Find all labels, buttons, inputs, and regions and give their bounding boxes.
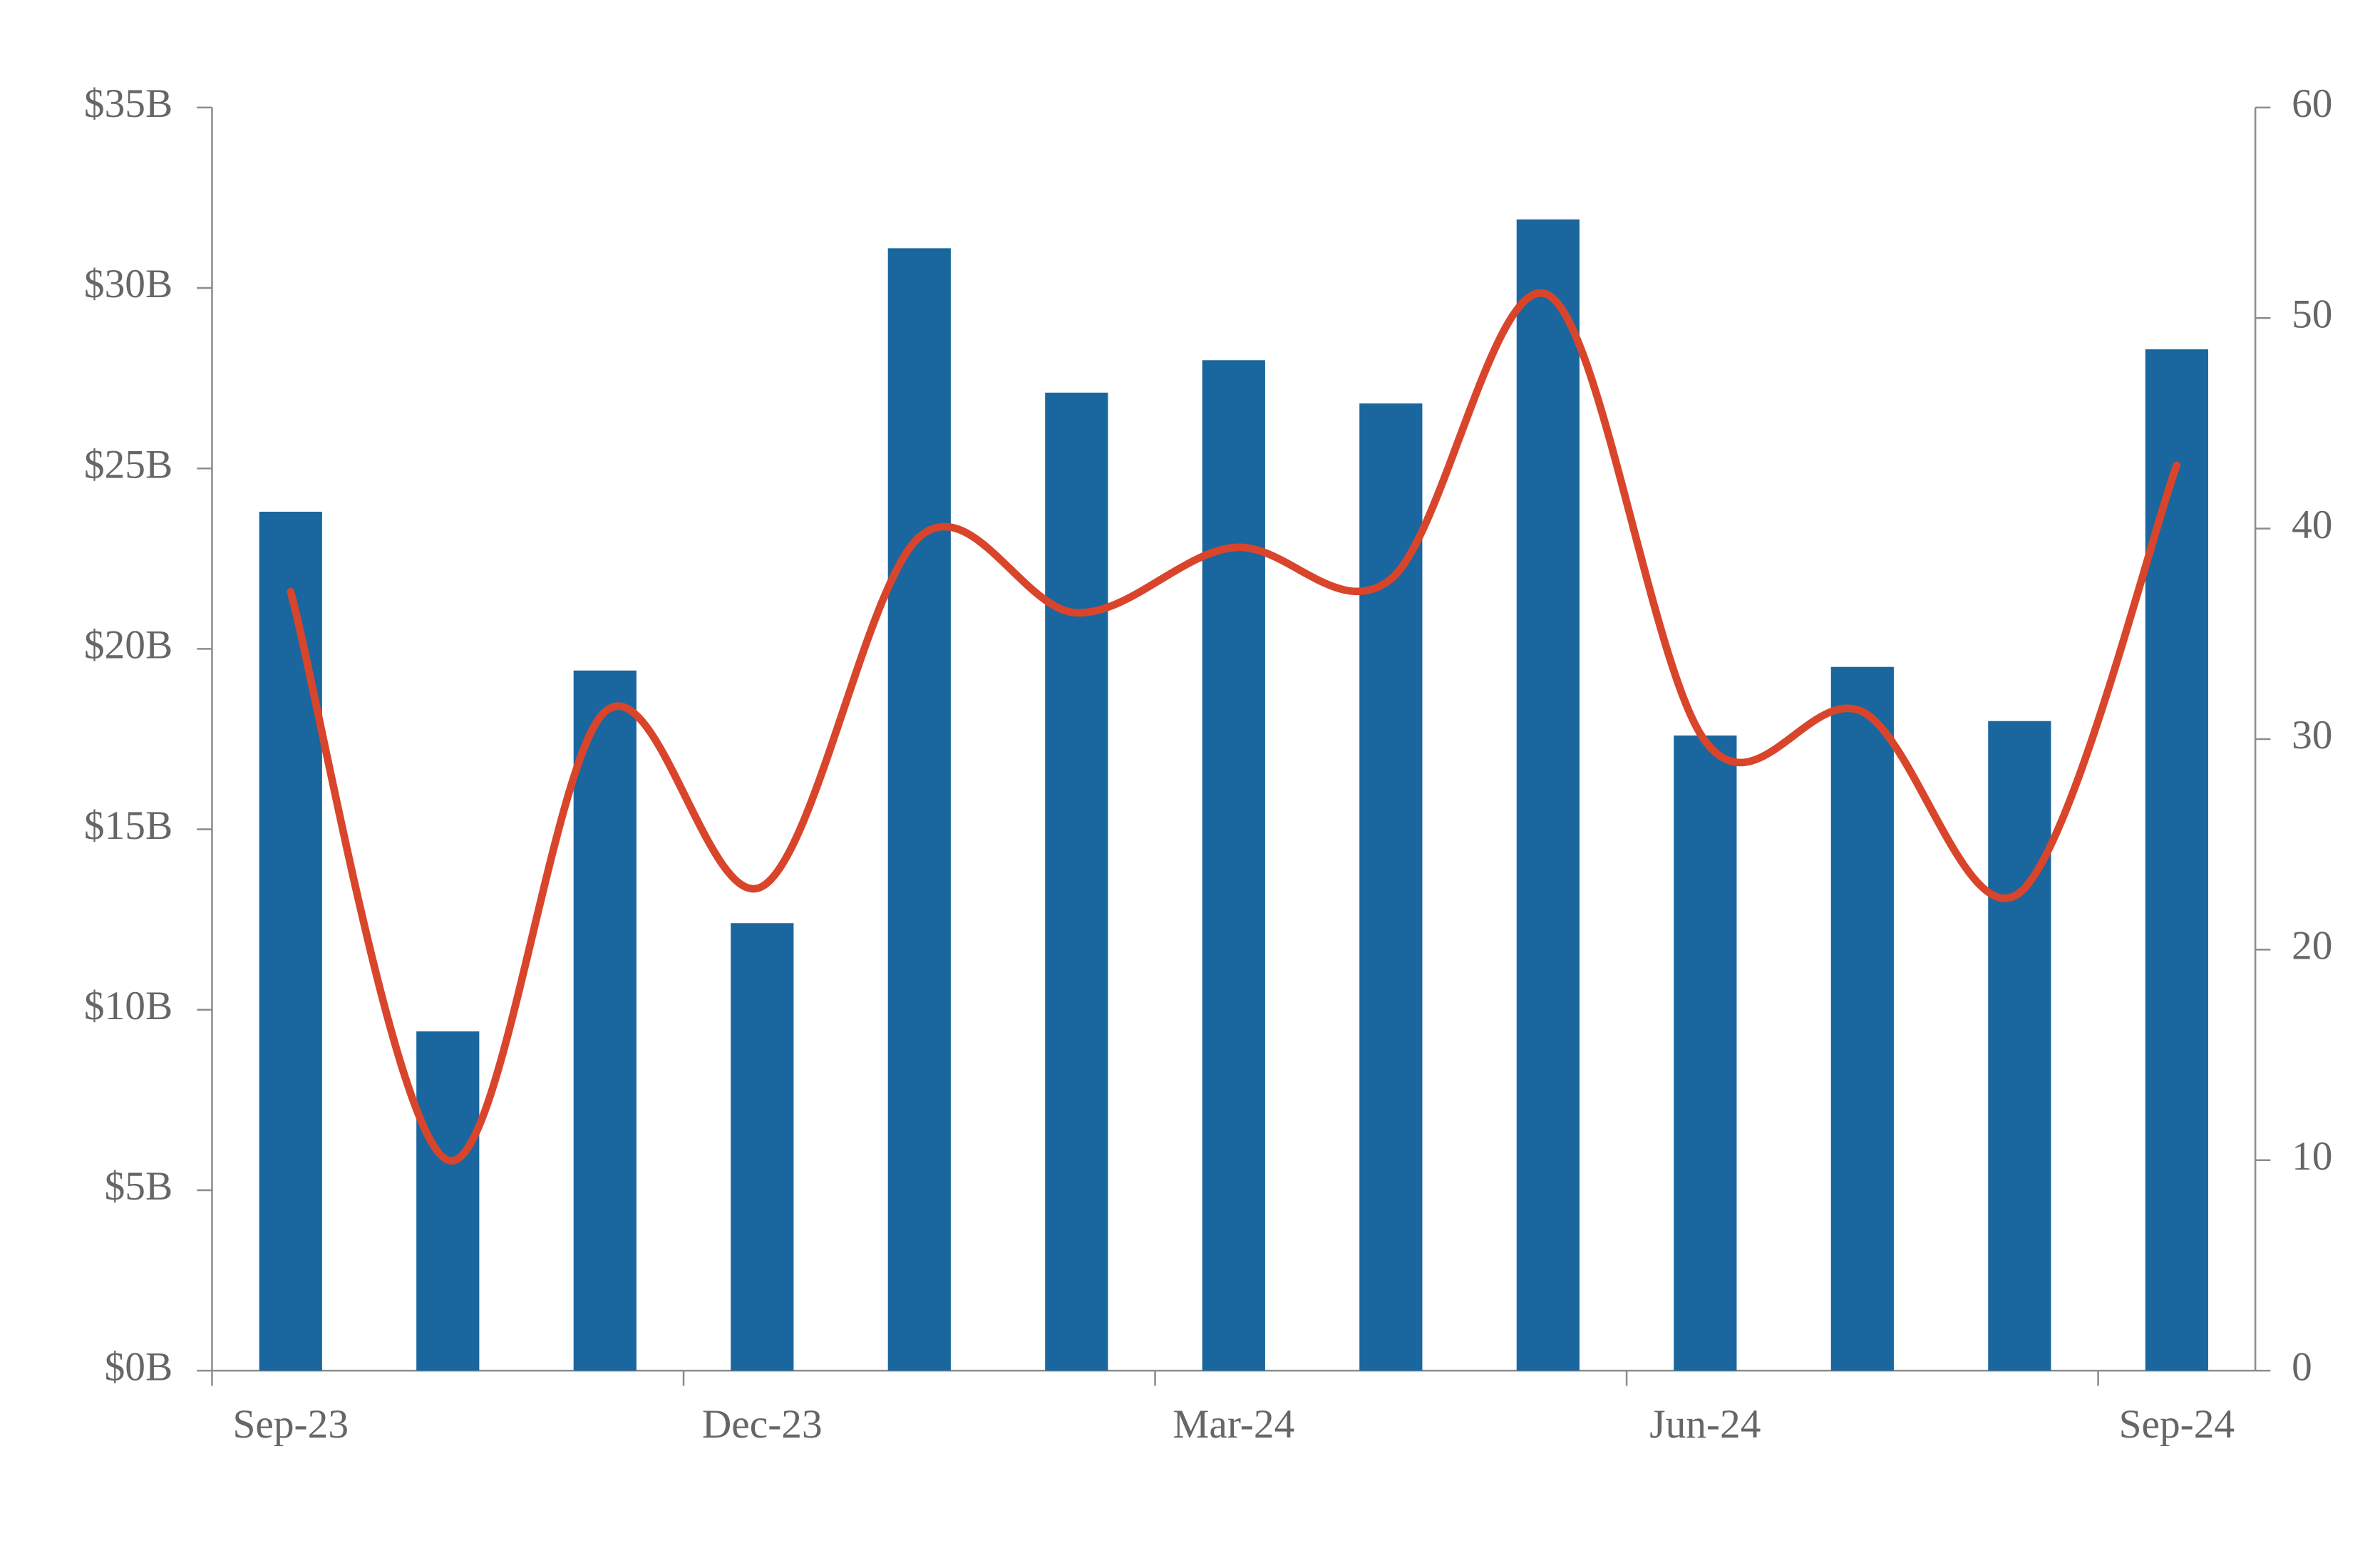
y2-tick-label: 40 [2292, 502, 2332, 547]
bar [887, 248, 951, 1371]
y-tick-label: $30B [84, 262, 172, 306]
y2-tick-label: 50 [2292, 292, 2332, 336]
y2-tick-label: 20 [2292, 924, 2332, 969]
y2-tick-label: 0 [2292, 1344, 2312, 1389]
y2-tick-label: 60 [2292, 81, 2332, 126]
y2-tick-label: 30 [2292, 713, 2332, 758]
bar [1830, 666, 1894, 1371]
line [287, 289, 2181, 1165]
bar [259, 511, 322, 1371]
y-tick-label: $20B [84, 623, 172, 668]
x-tick-label: Sep-24 [2119, 1402, 2235, 1447]
y-tick-label: $0B [105, 1344, 173, 1389]
y2-tick-label: 10 [2292, 1134, 2332, 1179]
x-tick-label: Sep-23 [233, 1402, 349, 1447]
y-tick-label: $15B [84, 803, 172, 848]
y-tick-label: $35B [84, 81, 172, 126]
bar [1045, 392, 1108, 1371]
x-tick-label: Jun-24 [1649, 1402, 1761, 1447]
bar [1202, 360, 1265, 1371]
bar [1516, 219, 1580, 1371]
x-tick-label: Dec-23 [702, 1402, 823, 1447]
x-tick-label: Mar-24 [1173, 1402, 1294, 1447]
bar [573, 670, 637, 1371]
bar [1674, 735, 1737, 1371]
y-tick-label: $10B [84, 984, 172, 1028]
bar [2145, 349, 2208, 1371]
y-tick-label: $5B [105, 1164, 173, 1209]
bar [1359, 403, 1423, 1371]
bar [416, 1031, 480, 1371]
bar [1988, 721, 2051, 1371]
bar [731, 923, 794, 1371]
y-tick-label: $25B [84, 442, 172, 487]
